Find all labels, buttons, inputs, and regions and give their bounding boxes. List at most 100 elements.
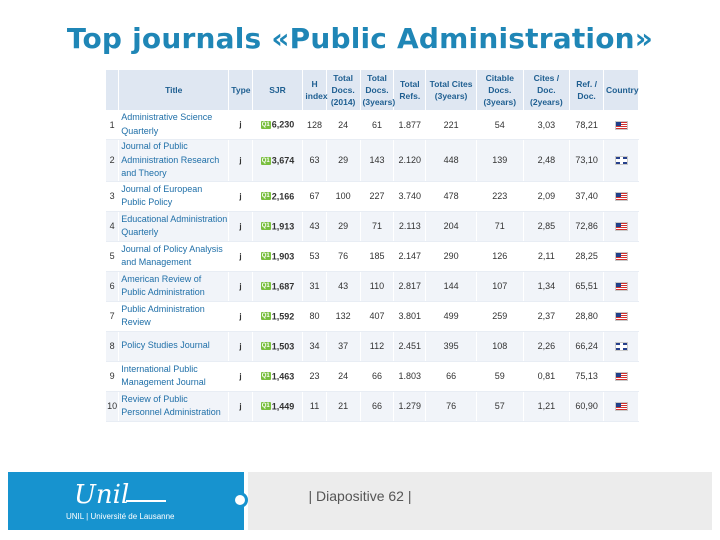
total-docs-2014-cell: 21 [326,391,361,422]
total-docs-3years-cell: 227 [360,181,395,212]
col-header-cites-per-doc[interactable]: Cites / Doc. (2years) [523,70,571,110]
ref-per-doc-cell: 72,86 [569,211,605,242]
quartile-badge: Q1 [260,402,271,411]
ref-per-doc-cell: 28,25 [569,241,605,272]
table-row: 9 International Public Management Journa… [106,361,639,392]
total-docs-3years-cell: 110 [360,271,395,302]
journal-title-link[interactable]: International Public Management Journal [118,361,230,392]
country-cell [603,331,639,362]
total-docs-3years-cell: 143 [360,139,395,182]
col-header-ref-per-doc[interactable]: Ref. / Doc. [569,70,605,110]
total-docs-3years-cell: 185 [360,241,395,272]
ref-per-doc-cell: 37,40 [569,181,605,212]
citable-docs-cell: 223 [476,181,524,212]
unil-logo: Unil UNIL | Université de Lausanne [8,472,244,530]
country-cell [603,271,639,302]
total-cites-cell: 76 [425,391,477,422]
journal-title-link[interactable]: Policy Studies Journal [118,331,230,362]
sjr-cell: Q1 1,687 [252,271,304,302]
journal-title-link[interactable]: Journal of Policy Analysis and Managemen… [118,241,230,272]
total-refs-cell: 2.113 [393,211,427,242]
cites-per-doc-cell: 2,26 [523,331,571,362]
journal-title-link[interactable]: Educational Administration Quarterly [118,211,230,242]
total-docs-2014-cell: 29 [326,211,361,242]
col-header-total-docs-3years[interactable]: Total Docs. (3years) [360,70,395,110]
quartile-badge: Q1 [260,312,271,321]
rank-cell: 4 [106,211,120,242]
col-header-total-cites-3years[interactable]: Total Cites (3years) [425,70,477,110]
us-flag-icon [614,192,628,202]
journal-title-link[interactable]: Review of Public Personnel Administratio… [118,391,230,422]
col-header-h-index[interactable]: H index [302,70,328,110]
rank-cell: 8 [106,331,120,362]
col-header-total-refs[interactable]: Total Refs. [393,70,427,110]
journal-title-link[interactable]: Public Administration Review [118,301,230,332]
cites-per-doc-cell: 2,48 [523,139,571,182]
total-docs-2014-cell: 76 [326,241,361,272]
quartile-badge: Q1 [260,372,271,381]
total-cites-cell: 221 [425,110,477,140]
journal-title-link[interactable]: American Review of Public Administration [118,271,230,302]
type-cell: j [228,241,253,272]
total-cites-cell: 290 [425,241,477,272]
journal-title-link[interactable]: Administrative Science Quarterly [118,110,230,140]
total-docs-3years-cell: 407 [360,301,395,332]
table-row: 3 Journal of European Public Policy j Q1… [106,181,639,212]
table-row: 2 Journal of Public Administration Resea… [106,139,639,182]
sjr-cell: Q1 1,913 [252,211,304,242]
slide-title: Top journals «Public Administration» [66,22,654,55]
table-row: 8 Policy Studies Journal j Q1 1,503 34 37… [106,331,639,362]
col-header-total-docs-2014[interactable]: Total Docs. (2014) [326,70,361,110]
table-row: 10 Review of Public Personnel Administra… [106,391,639,422]
rank-cell: 7 [106,301,120,332]
citable-docs-cell: 139 [476,139,524,182]
col-header-title[interactable]: Title [118,70,230,110]
us-flag-icon [614,282,628,292]
footer-bar [248,472,712,530]
rank-cell: 10 [106,391,120,422]
sjr-cell: Q1 1,592 [252,301,304,332]
quartile-badge: Q1 [260,156,271,165]
citable-docs-cell: 126 [476,241,524,272]
us-flag-icon [614,120,628,130]
total-docs-3years-cell: 66 [360,391,395,422]
col-header-country[interactable]: Country [603,70,639,110]
sjr-cell: Q1 1,903 [252,241,304,272]
col-header-sjr[interactable]: SJR [252,70,304,110]
sjr-cell: Q1 2,166 [252,181,304,212]
h-index-cell: 80 [302,301,327,332]
rank-cell: 2 [106,139,120,182]
total-refs-cell: 2.147 [393,241,427,272]
us-flag-icon [614,252,628,262]
quartile-badge: Q1 [260,252,271,261]
ref-per-doc-cell: 73,10 [569,139,605,182]
total-refs-cell: 1.877 [393,110,427,140]
h-index-cell: 67 [302,181,327,212]
ref-per-doc-cell: 66,24 [569,331,605,362]
type-cell: j [228,361,253,392]
uk-flag-icon [614,156,628,166]
total-docs-2014-cell: 100 [326,181,361,212]
total-refs-cell: 3.801 [393,301,427,332]
sjr-value: 1,592 [271,311,295,322]
h-index-cell: 31 [302,271,327,302]
col-header-citable-docs-3years[interactable]: Citable Docs. (3years) [476,70,524,110]
quartile-badge: Q1 [260,222,271,231]
journal-title-link[interactable]: Journal of European Public Policy [118,181,230,212]
sjr-cell: Q1 1,463 [252,361,304,392]
col-header-type[interactable]: Type [228,70,253,110]
cites-per-doc-cell: 2,09 [523,181,571,212]
citable-docs-cell: 107 [476,271,524,302]
country-cell [603,361,639,392]
total-refs-cell: 3.740 [393,181,427,212]
total-cites-cell: 478 [425,181,477,212]
journal-title-link[interactable]: Journal of Public Administration Researc… [118,139,230,182]
table-row: 7 Public Administration Review j Q1 1,592… [106,301,639,332]
total-docs-3years-cell: 61 [360,110,395,140]
ref-per-doc-cell: 75,13 [569,361,605,392]
sjr-cell: Q1 3,674 [252,139,304,182]
h-index-cell: 23 [302,361,327,392]
slide-number: | Diapositive 62 | [308,488,412,504]
table-header-row: Title Type SJR H index Total Docs. (2014… [106,70,639,110]
total-cites-cell: 66 [425,361,477,392]
